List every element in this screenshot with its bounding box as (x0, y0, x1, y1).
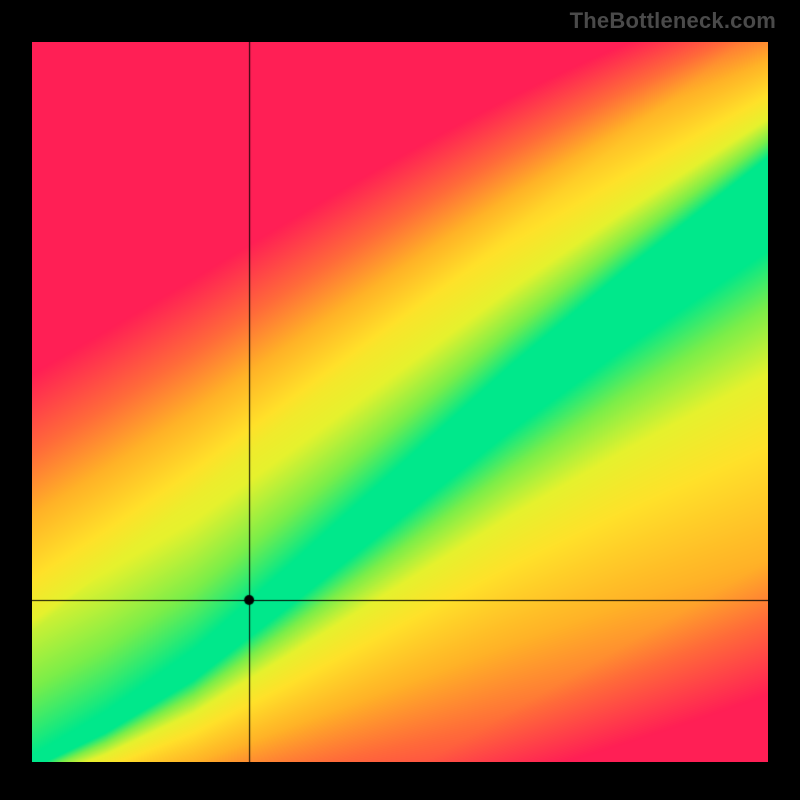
heatmap-canvas (32, 42, 768, 762)
heatmap-plot (32, 42, 768, 762)
watermark-text: TheBottleneck.com (570, 8, 776, 34)
chart-container: TheBottleneck.com (0, 0, 800, 800)
